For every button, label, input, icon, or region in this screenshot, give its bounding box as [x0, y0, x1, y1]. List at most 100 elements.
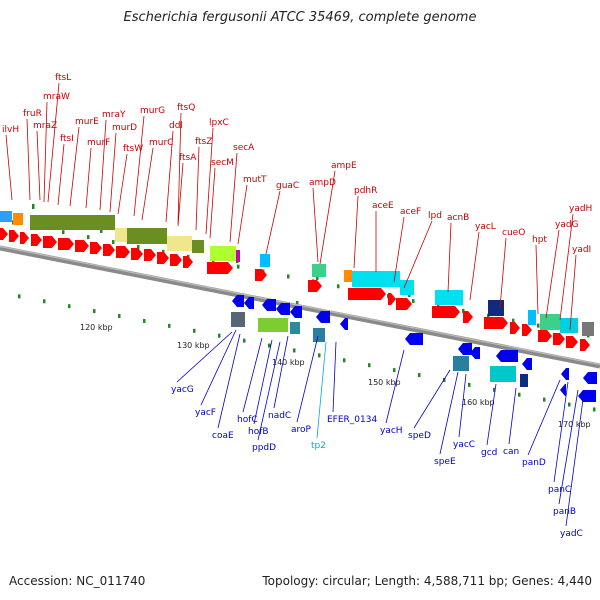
forward-gene-arrow	[20, 232, 29, 244]
forward-gene-arrow	[553, 333, 565, 345]
reverse-gene-label: coaE	[212, 431, 234, 441]
reverse-label-leader	[439, 371, 459, 455]
forward-label-leader	[469, 231, 480, 301]
forward-gene-label: guaC	[276, 181, 299, 191]
forward-label-leader	[569, 254, 577, 331]
forward-gene-arrow	[43, 236, 57, 248]
reverse-gene-arrow	[405, 333, 423, 345]
forward-gene-label: murC	[149, 138, 173, 148]
forward-label-leader	[99, 119, 107, 211]
map-title: Escherichia fergusonii ATCC 35469, compl…	[123, 10, 477, 25]
forward-gene-arrow	[538, 330, 552, 342]
forward-label-leader	[177, 112, 182, 225]
reverse-gene-label: can	[503, 447, 519, 457]
scale-labels: 120 kbp 130 kbp 140 kbp 150 kbp 160 kbp 170 k…	[80, 323, 591, 429]
forward-gene-label: ftsQ	[177, 103, 195, 113]
forward-label-leader	[26, 118, 31, 201]
forward-gene-label: ilvH	[2, 125, 19, 135]
forward-label-leader	[165, 130, 174, 223]
forward-gene-label: aceF	[400, 207, 421, 217]
reverse-gene-arrow	[578, 390, 596, 402]
reverse-label-leader	[508, 387, 517, 445]
forward-gene-arrow	[9, 230, 19, 242]
forward-gene-label: murG	[140, 106, 165, 116]
reverse-gene-label: gcd	[481, 448, 497, 458]
reverse-gene-label: nadC	[268, 411, 291, 421]
forward-gene-label: secA	[233, 143, 255, 153]
reverse-label-leader	[316, 341, 327, 439]
forward-gene-label: acnB	[447, 213, 469, 223]
reverse-label-leader	[217, 333, 241, 429]
reverse-gene-arrow	[470, 347, 480, 359]
reverse-gene-label: yacF	[195, 408, 216, 418]
accession-text: Accession: NC_011740	[9, 574, 146, 588]
reverse-label-leader	[257, 341, 281, 441]
forward-gene-arrow	[484, 317, 508, 329]
forward-gene-label: mraY	[102, 110, 126, 120]
forward-gene-label: ddl	[169, 121, 183, 131]
reverse-gene-arrow	[340, 318, 348, 330]
forward-gene-arrow	[566, 336, 578, 348]
scale-label: 130 kbp	[177, 341, 210, 350]
forward-gene-arrow	[90, 242, 102, 254]
forward-gene-label: ampD	[309, 178, 336, 188]
forward-gene-arrow	[255, 269, 267, 281]
forward-gene-arrow	[522, 324, 532, 336]
forward-gene-label: fruR	[23, 109, 42, 119]
reverse-gene-arrow	[276, 303, 290, 315]
forward-gene-label: murE	[75, 117, 99, 127]
reverse-genes	[232, 295, 597, 402]
reverse-gene-arrow	[458, 343, 472, 355]
reverse-label-leader	[242, 337, 263, 413]
forward-gene-label: mutT	[243, 175, 267, 185]
forward-gene-arrow	[170, 254, 182, 266]
reverse-gene-label: EFER_0134	[327, 415, 377, 425]
forward-gene-arrow	[103, 244, 115, 256]
forward-gene-arrow	[58, 238, 74, 250]
forward-gene-label: murF	[87, 138, 110, 148]
forward-label-leader	[141, 147, 154, 221]
forward-gene-arrow	[396, 298, 412, 310]
forward-label-leader	[209, 167, 216, 239]
forward-label-leader	[133, 115, 145, 217]
reverse-label-leader	[253, 339, 273, 425]
forward-gene-label: aceE	[372, 201, 394, 211]
forward-gene-label: ftsL	[55, 73, 71, 83]
forward-label-leader	[447, 222, 452, 293]
forward-gene-label: mraZ	[33, 121, 57, 131]
forward-gene-arrow	[432, 306, 460, 318]
forward-gene-label: pdhR	[354, 186, 377, 196]
forward-gene-arrow	[75, 240, 89, 252]
forward-gene-label: ftsI	[60, 134, 74, 144]
forward-gene-label: lpxC	[209, 118, 229, 128]
forward-gene-label: ftsZ	[195, 137, 212, 147]
reverse-gene-label: yacG	[171, 385, 194, 395]
forward-gene-arrow	[510, 322, 520, 334]
forward-gene-arrow	[131, 248, 143, 260]
forward-label-leader	[559, 213, 574, 321]
reverse-gene-label: ppdD	[252, 443, 276, 453]
reverse-label-leader	[527, 379, 561, 456]
forward-label-leader	[177, 162, 184, 227]
reverse-label-leader	[176, 331, 233, 383]
forward-label-leader	[69, 126, 80, 207]
reverse-label-leader	[458, 373, 467, 438]
forward-gene-label: cueO	[502, 228, 525, 238]
forward-feature-strip	[0, 211, 594, 336]
reverse-label-leader	[565, 391, 585, 527]
reverse-gene-arrow	[496, 350, 518, 362]
reverse-gene-arrow	[583, 372, 597, 384]
scale-label: 140 kbp	[272, 358, 305, 367]
reverse-gene-label: panC	[548, 485, 571, 495]
scale-label: 120 kbp	[80, 323, 113, 332]
reverse-label-leader	[558, 389, 579, 505]
reverse-label-leader	[296, 335, 319, 423]
reverse-feature-strip	[231, 312, 528, 387]
forward-gene-label: ftsA	[179, 153, 197, 163]
forward-label-leader	[535, 244, 539, 315]
reverse-gene-arrow	[560, 384, 566, 396]
reverse-gene-arrow	[316, 311, 330, 323]
forward-label-leader	[109, 132, 117, 213]
genome-summary-text: Topology: circular; Length: 4,588,711 bp…	[262, 574, 592, 588]
